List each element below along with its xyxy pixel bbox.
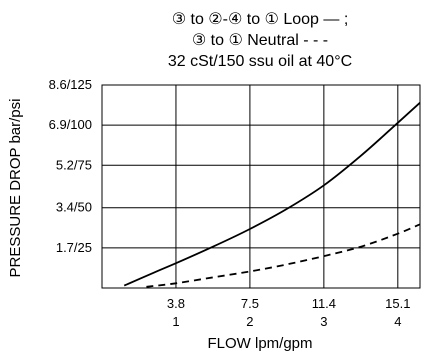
y-tick-label-3: 6.9/100: [49, 117, 92, 132]
x-tick-labels: 3.8 1 7.5 2 11.4 3 15.1 4: [167, 296, 411, 329]
y-tick-labels: 1.7/25 3.4/50 5.2/75 6.9/100 8.6/125: [49, 77, 92, 255]
x-tick-label-top-0: 3.8: [167, 296, 185, 311]
y-tick-label-2: 5.2/75: [56, 157, 92, 172]
x-axis-label: FLOW lpm/gpm: [207, 335, 312, 352]
title-line-3: 32 cSt/150 ssu oil at 40°C: [168, 53, 352, 70]
dashed-curve-1: [146, 223, 421, 288]
series-group: [123, 102, 421, 288]
x-tick-label-bottom-3: 4: [394, 314, 401, 329]
x-tick-label-bottom-2: 3: [320, 314, 327, 329]
y-tick-label-1: 3.4/50: [56, 200, 92, 215]
title-line-1: ③ to ②-④ to ① Loop — ;: [172, 11, 349, 28]
title-line-2: ③ to ① Neutral - - -: [192, 32, 328, 49]
x-tick-label-bottom-1: 2: [246, 314, 253, 329]
x-tick-label-top-3: 15.1: [385, 296, 410, 311]
chart-title: ③ to ②-④ to ① Loop — ; ③ to ① Neutral - …: [168, 11, 352, 70]
solid-curve-0: [123, 102, 421, 287]
x-tick-label-top-2: 11.4: [312, 296, 336, 311]
x-tick-label-top-1: 7.5: [241, 296, 259, 311]
y-axis-label: PRESSURE DROP bar/psi: [7, 99, 24, 278]
plot-frame: [101, 84, 421, 289]
grid: [102, 84, 420, 288]
y-tick-label-4: 8.6/125: [49, 77, 92, 92]
y-tick-label-0: 1.7/25: [56, 240, 92, 255]
x-tick-label-bottom-0: 1: [172, 314, 179, 329]
